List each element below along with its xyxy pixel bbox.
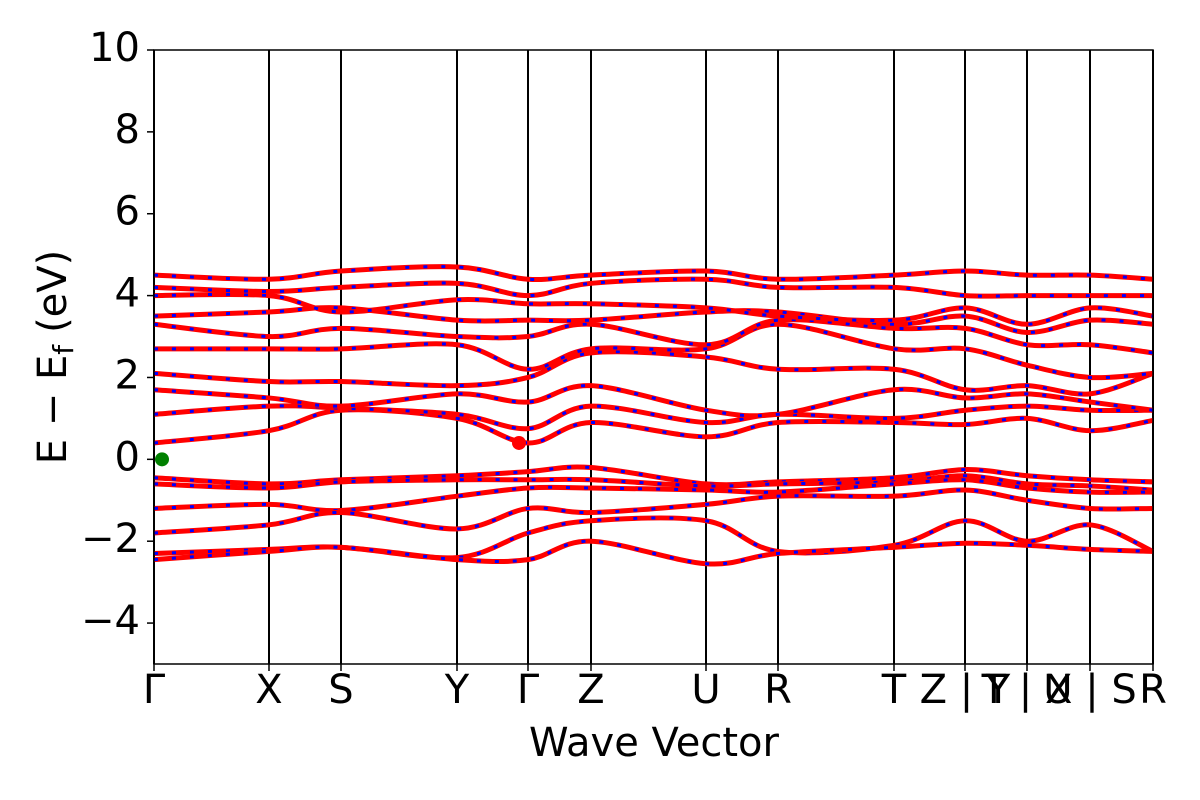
x-tick-label: T | X: [981, 667, 1073, 713]
band-dash: [153, 488, 1154, 535]
x-tick-label: X: [255, 667, 282, 713]
x-tick-label: Y: [444, 667, 470, 713]
y-axis-label-sub: f: [47, 344, 80, 355]
x-tick-label: R: [1139, 667, 1167, 713]
y-tick-label: 10: [89, 25, 140, 71]
band-edge-point: [512, 435, 526, 450]
y-axis-label-main: E − E: [30, 355, 76, 465]
band-line: [153, 305, 1154, 335]
x-tick-label: Γ: [143, 667, 166, 713]
y-tick-label: 6: [115, 189, 140, 235]
y-tick-label: 4: [115, 271, 140, 317]
x-tick-label: Z: [577, 667, 604, 713]
band-line: [153, 291, 1154, 327]
x-tick-label: U: [691, 667, 720, 713]
x-tick-label: Z | Y: [920, 667, 1011, 713]
x-tick-label: U | S: [1043, 667, 1137, 713]
band-line: [153, 264, 1154, 282]
plot-frame: [153, 49, 1154, 665]
y-tick-label: −2: [81, 516, 140, 562]
band-line: [153, 276, 1153, 299]
y-tick-label: 0: [115, 434, 140, 480]
y-tick-label: 8: [115, 107, 140, 153]
band-line: [153, 383, 1154, 419]
y-axis-label-unit: (eV): [30, 250, 76, 333]
band-line: [153, 473, 1154, 493]
band-edge-point: [155, 452, 169, 467]
band-dash: [153, 318, 1154, 355]
x-axis-label: Wave Vector: [529, 720, 780, 766]
band-line: [153, 487, 1154, 536]
x-tick-label: Γ: [517, 667, 540, 713]
y-tick-label: 2: [115, 352, 140, 398]
x-tick-label: R: [764, 667, 792, 713]
y-axis-label: E − Ef (eV): [30, 250, 80, 465]
y-tick-label: −4: [81, 598, 140, 644]
x-tick-label: S: [328, 667, 353, 713]
band-dash: [154, 322, 1154, 380]
x-tick-label: T: [881, 667, 907, 713]
band-dash: [153, 539, 1154, 566]
band-dash: [153, 350, 1154, 396]
